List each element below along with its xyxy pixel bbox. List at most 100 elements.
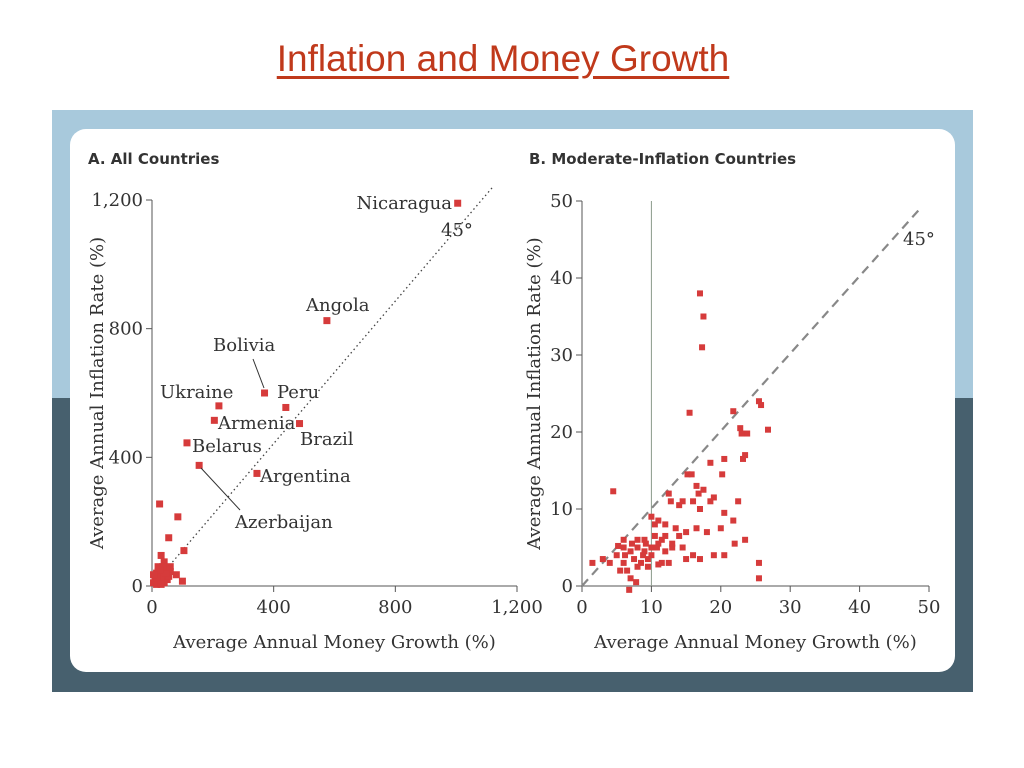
panel-b-y-tick-label: 50 <box>550 191 573 212</box>
panel-b-data-point <box>655 517 662 524</box>
panel-a-country-label: Nicaragua <box>356 193 452 214</box>
panel-b-45-degree-line <box>581 209 920 587</box>
panel-b-data-point <box>624 567 631 574</box>
panel-b-x-tick-label: 40 <box>848 597 871 618</box>
panel-b-data-point <box>703 529 710 536</box>
panel-b-data-point <box>634 544 641 551</box>
panel-a-y-axis-title: Average Annual Inflation Rate (%) <box>87 237 108 550</box>
panel-a-data-point <box>261 389 269 397</box>
figure-card <box>70 129 955 672</box>
panel-a-country-label: Azerbaijan <box>234 512 333 533</box>
panel-a-data-point <box>156 500 164 508</box>
panel-a-x-tick-label: 0 <box>146 597 157 618</box>
panel-b-data-point <box>679 498 686 505</box>
panel-b-data-point <box>721 455 728 462</box>
panel-b-data-point <box>721 509 728 516</box>
panel-a-country-label: Armenia <box>217 413 296 434</box>
panel-b-data-point <box>710 494 717 501</box>
panel-b-data-point <box>742 452 749 459</box>
panel-b-data-point <box>676 532 683 539</box>
panel-a-data-point <box>253 469 261 477</box>
panel-a-x-axis-title: Average Annual Money Growth (%) <box>172 632 496 653</box>
panel-b-data-point <box>615 542 622 549</box>
panel-b-data-point <box>696 290 703 297</box>
panel-a-data-point <box>180 547 188 555</box>
panel-a-45-degree-line <box>151 186 494 587</box>
panel-a-country-label: Argentina <box>259 466 351 487</box>
panel-b-data-point <box>683 529 690 536</box>
panel-b-data-point <box>662 521 669 528</box>
panel-b-data-point <box>699 344 706 351</box>
panel-b-data-point <box>686 409 693 416</box>
panel-b-data-point <box>700 486 707 493</box>
panel-b-data-point <box>700 313 707 320</box>
panel-a-data-point <box>157 551 165 559</box>
panel-a-data-point <box>183 439 191 447</box>
panel-b-data-point <box>764 426 771 433</box>
panel-b-x-tick-label: 50 <box>918 597 941 618</box>
panel-b-data-point <box>606 559 613 566</box>
panel-b-data-point <box>710 552 717 559</box>
panel-a-y-tick-label: 400 <box>109 447 143 468</box>
panel-b-data-point <box>620 559 627 566</box>
panel-b-data-point <box>755 398 762 405</box>
panel-a-x-tick-label: 400 <box>256 597 290 618</box>
panel-b-data-point <box>644 556 651 563</box>
panel-b-data-point <box>669 540 676 547</box>
panel-b-data-point <box>667 498 674 505</box>
panel-b-data-point <box>744 430 751 437</box>
panel-b-data-point <box>662 548 669 555</box>
panel-b-data-point <box>626 586 633 593</box>
panel-b-y-tick-label: 20 <box>550 422 573 443</box>
panel-b-data-point <box>758 402 765 409</box>
panel-a-azerbaijan-leader-line <box>200 467 241 511</box>
panel-a-data-point <box>157 580 165 588</box>
panel-b-data-point <box>672 525 679 532</box>
panel-b-data-point <box>658 559 665 566</box>
panel-b-data-point <box>641 548 648 555</box>
panel-b-data-point <box>731 540 738 547</box>
panel-b-data-point <box>651 532 658 539</box>
panel-a-data-point <box>296 420 304 428</box>
panel-b-data-point <box>634 536 641 543</box>
panel-b-data-point <box>735 498 742 505</box>
panel-a-data-point <box>172 571 180 579</box>
panel-b-x-tick-label: 10 <box>640 597 663 618</box>
panel-b-data-point <box>721 552 728 559</box>
panel-a-data-point <box>157 574 165 582</box>
panel-b-data-point <box>684 471 691 478</box>
panel-b-data-point <box>737 425 744 432</box>
panel-b-data-point <box>695 490 702 497</box>
panel-b-data-point <box>653 544 660 551</box>
panel-b-y-tick-label: 10 <box>550 499 573 520</box>
panel-b-title: B. Moderate-Inflation Countries <box>529 150 797 168</box>
panel-b-x-tick-label: 30 <box>779 597 802 618</box>
panel-a-country-label: Peru <box>277 382 319 403</box>
panel-a-data-point <box>150 571 158 579</box>
panel-b-x-tick-label: 0 <box>576 597 587 618</box>
panel-b-data-point <box>679 544 686 551</box>
panel-b-data-point <box>627 575 634 582</box>
panel-b-data-point <box>599 556 606 563</box>
panel-b-data-point <box>688 471 695 478</box>
panel-b-data-point <box>644 563 651 570</box>
panel-b-data-point <box>707 498 714 505</box>
panel-b-data-point <box>755 575 762 582</box>
panel-b-data-point <box>620 544 627 551</box>
panel-a-x-tick-label: 1,200 <box>491 597 543 618</box>
panel-a-data-point <box>323 317 331 325</box>
panel-b-y-tick-label: 0 <box>562 576 573 597</box>
panel-b-data-point <box>658 536 665 543</box>
panel-b-data-point <box>742 536 749 543</box>
panel-b-data-point <box>610 488 617 495</box>
panel-b-data-point <box>690 498 697 505</box>
panel-b-data-point <box>707 459 714 466</box>
panel-b-data-point <box>676 502 683 509</box>
panel-a-country-label: Belarus <box>192 436 262 457</box>
panel-b-data-point <box>655 540 662 547</box>
panel-b-data-point <box>628 540 635 547</box>
panel-a-country-label: Bolivia <box>213 335 276 356</box>
panel-a-country-label: Ukraine <box>160 382 233 403</box>
panel-a-data-point <box>166 563 174 571</box>
panel-b-data-point <box>669 544 676 551</box>
